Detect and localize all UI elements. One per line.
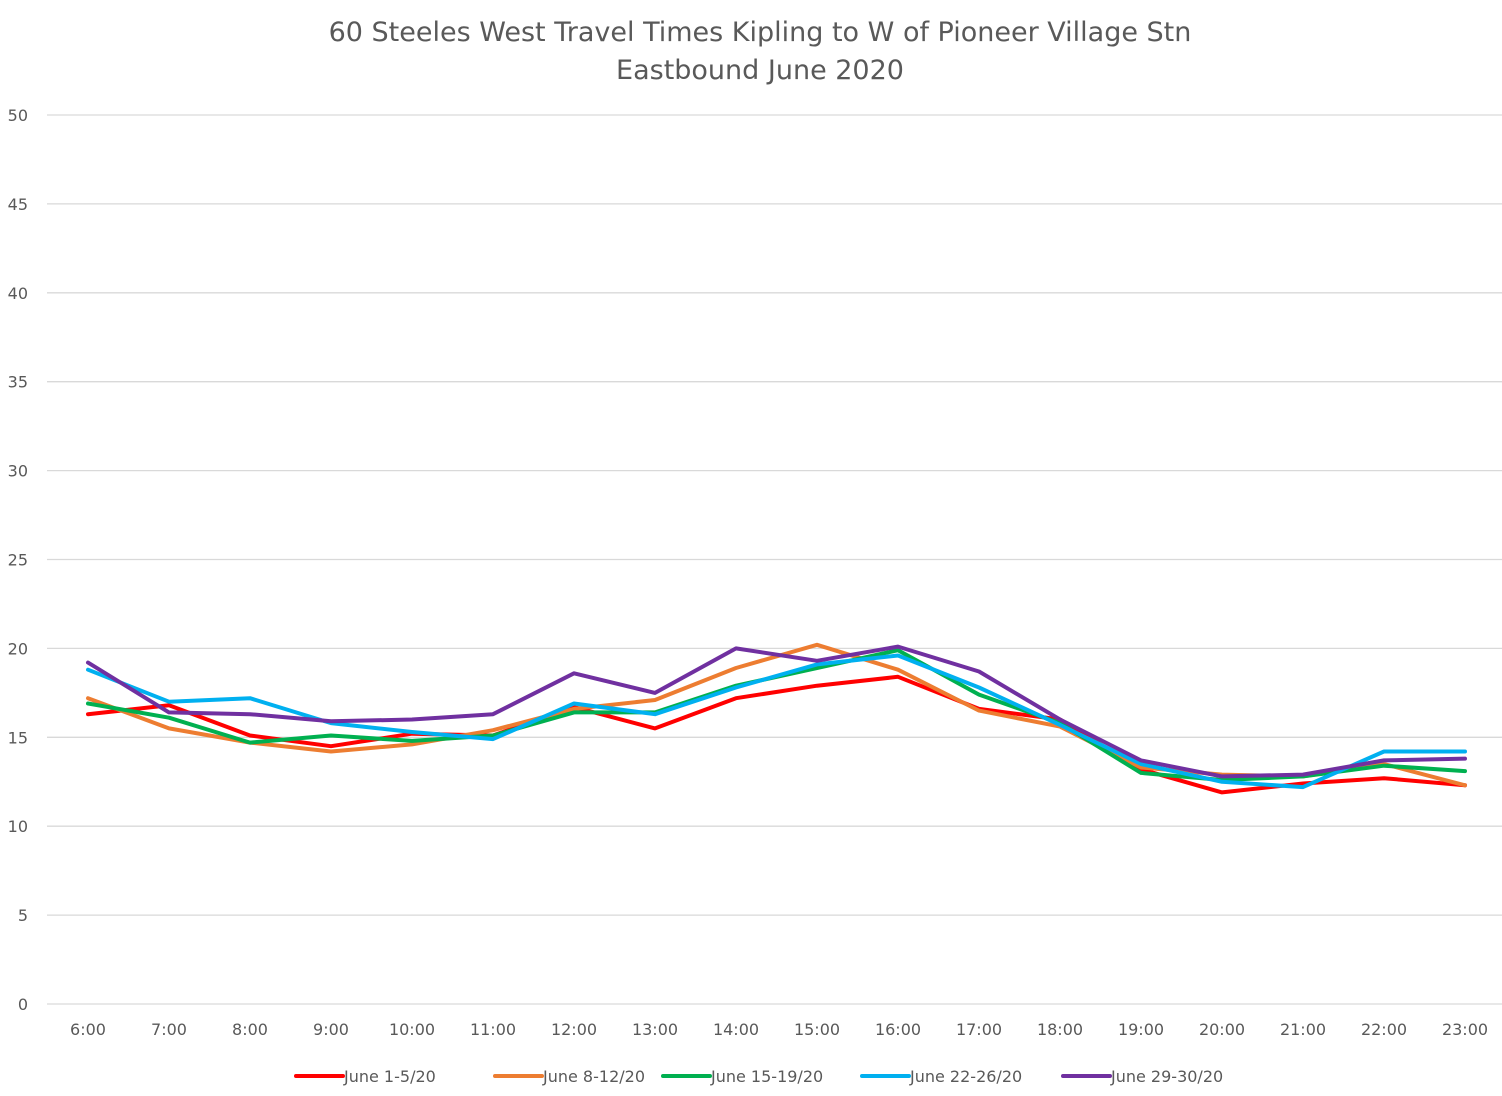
gridlines [47, 114, 1502, 1005]
legend-label: June 8-12/20 [542, 1067, 645, 1086]
series-line-2 [86, 642, 1467, 788]
series-line-4 [86, 653, 1467, 790]
series-line-1 [86, 674, 1467, 795]
series-lines [86, 642, 1467, 795]
y-tick-label: 20 [8, 639, 28, 658]
x-tick-label: 7:00 [151, 1020, 187, 1039]
y-tick-label: 10 [8, 817, 28, 836]
y-tick-label: 0 [18, 995, 28, 1014]
x-tick-label: 13:00 [632, 1020, 678, 1039]
y-tick-label: 25 [8, 551, 28, 570]
x-tick-label: 17:00 [956, 1020, 1002, 1039]
x-tick-label: 8:00 [232, 1020, 268, 1039]
x-axis-tick-labels: 6:00 7:00 8:00 9:00 10:00 11:00 12:00 13:00 14:0… [70, 1020, 1488, 1039]
legend-label: June 29-30/20 [1110, 1067, 1223, 1086]
y-tick-label: 50 [8, 106, 28, 125]
legend-label: June 15-19/20 [710, 1067, 823, 1086]
y-tick-label: 5 [18, 906, 28, 925]
x-tick-label: 19:00 [1118, 1020, 1164, 1039]
y-tick-label: 45 [8, 195, 28, 214]
y-tick-label: 40 [8, 284, 28, 303]
y-tick-label: 35 [8, 373, 28, 392]
y-axis-tick-labels: 0 5 10 15 20 25 30 35 40 45 50 [8, 106, 28, 1014]
chart-title: 60 Steeles West Travel Times Kipling to … [329, 17, 1192, 48]
x-tick-label: 23:00 [1442, 1020, 1488, 1039]
y-tick-label: 30 [8, 462, 28, 481]
x-tick-label: 20:00 [1199, 1020, 1245, 1039]
x-tick-label: 16:00 [875, 1020, 921, 1039]
y-tick-label: 15 [8, 728, 28, 747]
x-tick-label: 9:00 [313, 1020, 349, 1039]
series-line-3 [86, 648, 1467, 782]
x-tick-label: 6:00 [70, 1020, 106, 1039]
x-tick-label: 14:00 [713, 1020, 759, 1039]
x-tick-label: 11:00 [470, 1020, 516, 1039]
x-tick-label: 12:00 [551, 1020, 597, 1039]
legend: June 1-5/20 June 8-12/20 June 15-19/20 June… [294, 1067, 1223, 1086]
x-tick-label: 10:00 [389, 1020, 435, 1039]
series-line-5 [86, 644, 1467, 779]
x-tick-label: 18:00 [1037, 1020, 1083, 1039]
legend-label: June 1-5/20 [343, 1067, 436, 1086]
legend-label: June 22-26/20 [909, 1067, 1022, 1086]
x-tick-label: 15:00 [794, 1020, 840, 1039]
x-tick-label: 22:00 [1361, 1020, 1407, 1039]
x-tick-label: 21:00 [1280, 1020, 1326, 1039]
chart-subtitle: Eastbound June 2020 [616, 55, 904, 86]
